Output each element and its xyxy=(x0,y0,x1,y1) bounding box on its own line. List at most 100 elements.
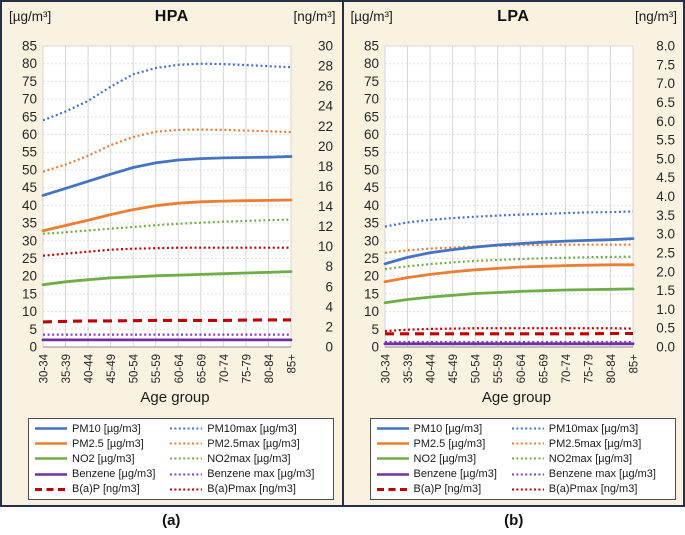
right-axis-tick: 6.5 xyxy=(656,95,675,110)
lpa-legend: PM10 [µg/m3] PM10max [µg/m3] PM2.5 [µg/m3]… xyxy=(369,418,676,500)
legend-item: PM2.5max [µg/m3] xyxy=(169,438,328,450)
x-axis-tick: 45-49 xyxy=(106,354,118,383)
right-axis-tick: 2.0 xyxy=(656,264,675,279)
x-axis-tick: 40-44 xyxy=(84,353,96,383)
right-axis-tick: 3.0 xyxy=(656,227,675,242)
legend-label: PM10max [µg/m3] xyxy=(207,422,297,435)
left-axis-tick: 75 xyxy=(22,74,37,89)
left-axis-tick: 25 xyxy=(22,251,37,266)
series-line-no2 xyxy=(41,270,293,287)
left-axis-tick: 40 xyxy=(363,198,378,213)
series-line-no2 xyxy=(383,287,634,305)
hpa-legend: PM10 [µg/m3] PM10max [µg/m3] PM2.5 [µg/m3]… xyxy=(28,418,334,500)
legend-label: PM10 [µg/m3] xyxy=(72,422,141,435)
right-axis-tick: 5.0 xyxy=(656,151,675,166)
hpa-chart-plot: 8580757065605550454035302520151050302826… xyxy=(22,39,334,384)
left-axis-tick: 10 xyxy=(22,304,37,319)
right-axis-tick: 0.0 xyxy=(656,340,675,355)
left-axis-tick: 65 xyxy=(22,109,37,124)
right-axis-tick: 10 xyxy=(318,239,333,254)
right-axis-tick: 18 xyxy=(318,159,333,174)
lpa-x-axis-title: Age group xyxy=(481,389,552,406)
legend-swatch-solid xyxy=(376,457,409,461)
legend-item: PM10 [µg/m3] xyxy=(34,423,169,435)
x-axis-tick: 80-84 xyxy=(605,353,617,383)
left-axis-tick: 70 xyxy=(22,92,37,107)
legend-item: PM10max [µg/m3] xyxy=(511,423,670,435)
legend-item: Benzene [µg/m3] xyxy=(34,468,169,480)
legend-swatch-solid xyxy=(376,427,409,430)
right-axis-tick: 8.0 xyxy=(656,39,675,54)
caption-b: (b) xyxy=(504,512,524,529)
legend-item: NO2max [µg/m3] xyxy=(511,453,670,465)
right-axis-tick: 1.5 xyxy=(656,283,675,298)
panel-lpa: [µg/m³] LPA [ng/m³] 85 80 75 70 65 60 55 50 45 40… xyxy=(341,2,684,505)
left-axis-tick: 50 xyxy=(363,162,378,177)
left-axis-tick: 85 xyxy=(363,39,378,54)
left-axis-tick: 45 xyxy=(22,180,37,195)
x-axis-tick: 35-39 xyxy=(403,354,415,383)
right-axis-tick: 6.0 xyxy=(656,114,675,129)
x-axis-tick: 70-74 xyxy=(560,353,572,383)
left-axis-tick: 10 xyxy=(363,304,378,319)
right-axis-tick: 7.5 xyxy=(656,57,675,72)
legend-swatch-dotted xyxy=(511,457,544,460)
left-axis-tick: 20 xyxy=(22,269,37,284)
left-axis-tick: 75 xyxy=(363,74,378,89)
left-axis-tick: 0 xyxy=(371,340,379,355)
x-axis-tick: 60-64 xyxy=(174,353,186,383)
legend-swatch-dotted xyxy=(170,473,203,476)
hpa-left-axis-unit: [µg/m³] xyxy=(9,9,52,24)
x-axis-tick: 65-69 xyxy=(196,354,208,383)
legend-label: Benzene max [µg/m3] xyxy=(207,468,315,481)
legend-swatch-solid xyxy=(35,472,67,476)
x-axis-tick: 65-69 xyxy=(538,354,550,383)
legend-item: Benzene max [µg/m3] xyxy=(169,468,328,480)
legend-label: B(a)Pmax [ng/m3] xyxy=(207,483,296,496)
left-axis-tick: 0 xyxy=(29,340,37,355)
series-line-pm10 xyxy=(383,237,634,266)
hpa-right-axis-unit: [ng/m³] xyxy=(293,9,336,24)
legend-item: B(a)Pmax [ng/m3] xyxy=(169,483,328,495)
x-axis-tick: 75-79 xyxy=(241,354,253,383)
x-axis-tick: 45-49 xyxy=(448,354,460,383)
legend-item: PM2.5 [µg/m3] xyxy=(34,438,169,450)
left-axis-tick: 45 xyxy=(363,180,378,195)
right-axis-tick: 0.5 xyxy=(656,321,675,336)
legend-swatch-solid xyxy=(35,457,67,461)
legend-swatch-solid xyxy=(376,442,409,446)
right-axis-tick: 1.0 xyxy=(656,302,675,317)
right-axis-tick: 8 xyxy=(325,259,333,274)
right-axis-tick: 14 xyxy=(318,199,334,214)
legend-item: PM2.5 [µg/m3] xyxy=(376,438,511,450)
x-axis-tick: 40-44 xyxy=(425,353,437,383)
legend-swatch-dotted xyxy=(170,442,203,445)
legend-swatch-dotted xyxy=(511,473,544,476)
right-axis-tick: 4.5 xyxy=(656,170,675,185)
x-axis-tick: 55-59 xyxy=(151,354,163,383)
legend-swatch-dotted xyxy=(511,488,544,491)
x-axis-tick: 70-74 xyxy=(219,353,231,383)
right-axis-tick: 6 xyxy=(325,279,333,294)
right-axis-tick: 16 xyxy=(318,179,333,194)
left-axis-tick: 85 xyxy=(22,39,37,54)
lpa-panel-title: LPA xyxy=(497,8,530,25)
caption-strip: (a) (b) xyxy=(0,507,685,535)
left-axis-tick: 15 xyxy=(363,286,378,301)
legend-swatch-dotted xyxy=(170,457,203,460)
legend-item: PM10max [µg/m3] xyxy=(169,423,328,435)
legend-item: NO2 [µg/m3] xyxy=(376,453,511,465)
right-axis-tick: 20 xyxy=(318,139,333,154)
legend-label: PM10max [µg/m3] xyxy=(548,422,639,435)
series-line-pm2.5 xyxy=(41,198,293,233)
legend-swatch-solid xyxy=(35,442,67,446)
x-axis-tick: 30-34 xyxy=(380,353,392,383)
left-axis-tick: 60 xyxy=(363,127,378,142)
left-axis-tick: 35 xyxy=(22,216,37,231)
legend-label: PM10 [µg/m3] xyxy=(413,422,483,435)
right-axis-tick: 28 xyxy=(318,59,333,74)
left-axis-tick: 60 xyxy=(22,127,37,142)
panel-hpa: [µg/m³] HPA [ng/m³] 85 80 75 70 65 60 55 50 45 40… xyxy=(2,2,342,505)
legend-item: B(a)P [ng/m3] xyxy=(34,483,169,495)
legend-swatch-dashed xyxy=(35,487,67,491)
